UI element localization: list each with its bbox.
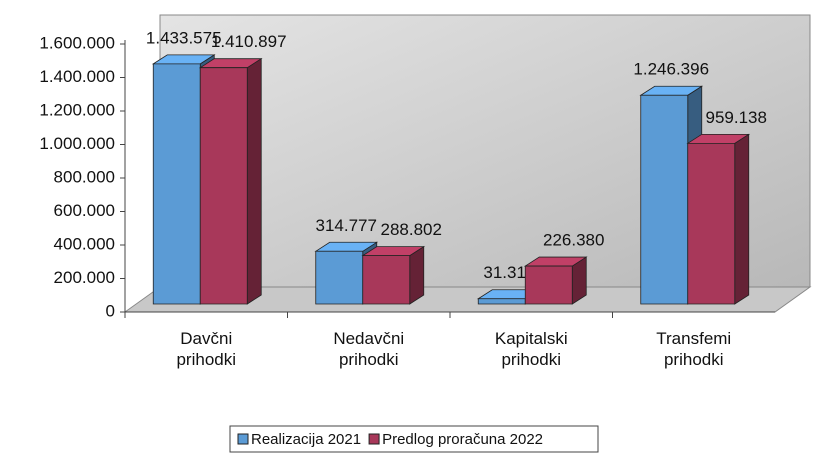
legend-label: Realizacija 2021 <box>251 431 361 448</box>
bar <box>361 245 426 305</box>
bar-face <box>362 255 411 305</box>
bar-face <box>640 94 689 305</box>
y-tick-label: 1.000.000 <box>39 134 115 153</box>
bar-face <box>409 245 425 305</box>
y-tick-label: 1.200.000 <box>39 100 115 119</box>
x-tick-label: Kapitalski prihodki <box>495 329 568 369</box>
y-tick-label: 0 <box>106 301 115 320</box>
value-label: 288.802 <box>381 220 442 239</box>
y-tick-label: 1.400.000 <box>39 67 115 86</box>
y-tick-label: 1.600.000 <box>39 33 115 52</box>
value-label: 1.246.396 <box>633 60 709 79</box>
bar <box>198 57 263 305</box>
bar-face <box>199 67 248 305</box>
bar-face <box>524 265 573 305</box>
value-label: 314.777 <box>316 216 377 235</box>
y-tick-label: 200.000 <box>54 268 115 287</box>
bar-face <box>687 142 736 305</box>
legend <box>229 425 599 453</box>
legend-label: Predlog proračuna 2022 <box>382 431 543 448</box>
value-label: 1.433.575 <box>146 28 222 47</box>
x-tick-label: Davčni prihodki <box>176 329 236 369</box>
bar-face <box>477 298 526 305</box>
value-label: 226.380 <box>543 231 604 250</box>
y-tick-label: 400.000 <box>54 234 115 253</box>
value-label: 1.410.897 <box>211 32 287 51</box>
value-label: 31.311 <box>483 263 534 282</box>
y-tick-label: 800.000 <box>54 167 115 186</box>
bar-face <box>152 63 201 305</box>
x-tick-label: Transfemi prihodki <box>656 329 731 369</box>
x-tick-label: Nedavčni prihodki <box>333 329 404 369</box>
y-tick-label: 600.000 <box>54 201 115 220</box>
bar <box>523 256 588 305</box>
bar <box>686 133 751 305</box>
bar-face <box>315 250 364 305</box>
value-label: 959.138 <box>706 108 767 127</box>
bar-face <box>246 57 262 305</box>
legend-swatch <box>237 433 249 445</box>
legend-swatch <box>368 433 380 445</box>
bar-face <box>734 133 750 305</box>
